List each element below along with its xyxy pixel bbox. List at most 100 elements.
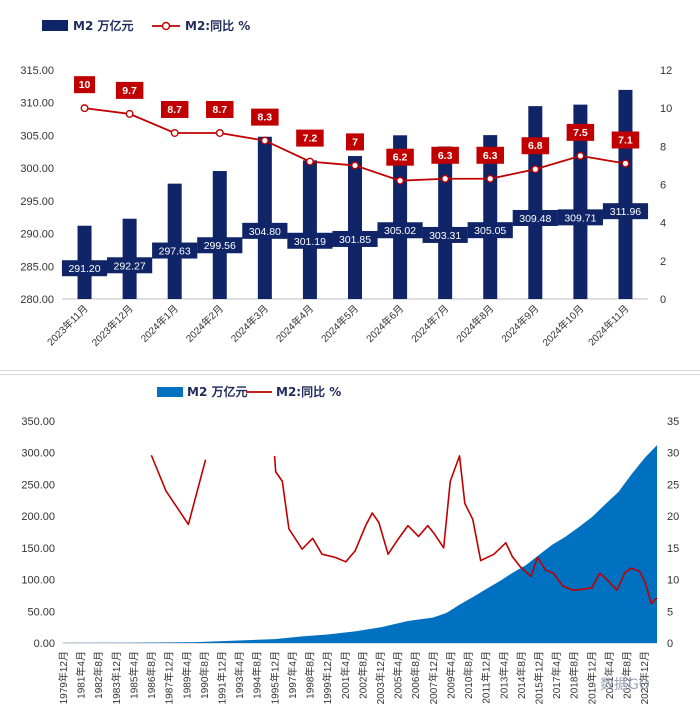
m2-bar <box>167 183 182 299</box>
bottom-x-tick-label: 1998年8月 <box>304 651 317 699</box>
top-left-tick-label: 280.00 <box>20 294 54 306</box>
m2-bar-label-box <box>152 242 198 259</box>
bottom-x-tick-label: 1983年12月 <box>110 651 123 704</box>
bottom-right-tick-label: 15 <box>667 543 679 555</box>
m2-bar-label-box <box>197 237 243 254</box>
m2-bar-label-box <box>377 222 423 239</box>
legend-label-m2-area: M2 万亿元 <box>187 384 247 399</box>
m2-bar <box>348 156 362 299</box>
yoy-label-box <box>386 148 414 166</box>
top-left-tick-label: 310.00 <box>20 98 54 110</box>
yoy-history-line <box>150 454 207 526</box>
bottom-x-tick-label: 1986年8月 <box>145 651 158 699</box>
m2-bar <box>573 104 588 299</box>
top-right-tick-label: 4 <box>660 218 666 230</box>
m2-history-area-line-chart: M2 万亿元 M2:同比 % 0.00 50.00 100.00 150.00 200.… <box>21 384 679 704</box>
m2-bar-label: 304.80 <box>249 226 281 238</box>
bottom-left-tick-label: 350.00 <box>21 416 55 428</box>
bottom-x-tick-label: 2022年8月 <box>621 651 634 699</box>
bottom-x-tick-label: 1981年4月 <box>75 651 88 699</box>
yoy-label-box <box>251 108 279 126</box>
top-x-tick-label: 2024年1月 <box>138 302 181 345</box>
top-left-tick-label: 290.00 <box>20 229 54 241</box>
yoy-point <box>170 128 179 137</box>
m2-bar-label-box <box>557 209 603 226</box>
bottom-x-tick-label: 2015年12月 <box>532 651 545 704</box>
bottom-area-series <box>63 445 657 643</box>
m2-bar-label: 301.85 <box>339 234 371 246</box>
bottom-x-tick-label: 2005年4月 <box>392 651 405 699</box>
bottom-x-tick-label: 2011年12月 <box>480 651 493 704</box>
yoy-point <box>531 165 540 174</box>
bottom-legend: M2 万亿元 M2:同比 % <box>157 384 341 399</box>
yoy-label-box <box>431 146 459 164</box>
bottom-right-tick-label: 30 <box>667 448 679 460</box>
top-right-tick-label: 12 <box>660 65 672 77</box>
m2-bar-label-box <box>512 209 558 226</box>
bottom-left-tick-label: 100.00 <box>21 575 55 587</box>
bottom-x-tick-label: 1979年12月 <box>57 651 70 704</box>
top-x-tick-label: 2023年11月 <box>44 302 90 348</box>
yoy-label: 8.7 <box>212 104 227 116</box>
m2-bar-label-box <box>61 260 108 277</box>
top-right-tick-label: 6 <box>660 180 666 192</box>
legend-label-m2: M2 万亿元 <box>73 18 133 33</box>
top-x-axis-labels: 2023年11月 2023年12月 2024年1月 2024年2月 2024年3月 202… <box>44 302 631 349</box>
bottom-x-tick-label: 2013年4月 <box>497 651 510 699</box>
bottom-x-tick-label: 1985年4月 <box>127 651 140 699</box>
m2-bar <box>438 146 453 299</box>
bottom-right-tick-label: 10 <box>667 575 679 587</box>
m2-bar-label-box <box>107 257 153 274</box>
top-x-tick-label: 2024年6月 <box>363 302 406 345</box>
m2-bar <box>257 136 272 299</box>
m2-bar-label: 309.48 <box>519 213 551 225</box>
top-right-axis: 0 2 4 6 8 10 12 <box>660 65 672 306</box>
bottom-line-series <box>150 454 658 605</box>
bottom-chart-panel: M2 万亿元 M2:同比 % 0.00 50.00 100.00 150.00 200.… <box>0 374 700 713</box>
bottom-left-tick-label: 250.00 <box>21 479 55 491</box>
top-bar-series: 291.20 292.27 297.63 299.56 304.80 301.19 301.… <box>61 89 649 299</box>
yoy-label: 8.3 <box>258 112 273 124</box>
m2-bar-label-box <box>332 230 378 247</box>
m2-bar <box>618 89 633 299</box>
bottom-left-tick-label: 300.00 <box>21 448 55 460</box>
yoy-label: 7.5 <box>573 127 588 139</box>
yoy-point <box>441 174 450 183</box>
top-chart-panel: M2 万亿元 M2:同比 % 280.00 285.00 290.00 295.00 3… <box>0 18 700 371</box>
bottom-x-tick-label: 1989年4月 <box>180 651 193 699</box>
m2-bar-label: 292.27 <box>114 260 146 272</box>
yoy-point <box>486 174 495 183</box>
m2-bar-label-box <box>422 226 468 243</box>
bottom-x-tick-label: 2001年4月 <box>339 651 352 699</box>
legend-swatch-m2-bar <box>42 20 68 31</box>
yoy-label: 8.7 <box>167 104 182 116</box>
bottom-x-tick-label: 2021年4月 <box>603 651 616 699</box>
top-line-series: 10 9.7 8.7 8.7 8.3 7.2 7 6.2 6.3 6.3 6.8 7.5 7.1 <box>74 76 640 185</box>
top-left-tick-label: 305.00 <box>20 130 54 142</box>
yoy-label: 7.2 <box>303 133 318 145</box>
legend-swatch-yoy-marker <box>161 21 171 31</box>
bottom-x-tick-label: 2002年8月 <box>356 651 369 699</box>
top-left-tick-label: 285.00 <box>20 261 54 273</box>
bottom-x-tick-label: 1987年12月 <box>163 651 176 704</box>
m2-bar <box>393 135 408 299</box>
m2-bar-label-box <box>287 232 333 249</box>
top-x-tick-label: 2024年8月 <box>453 302 496 345</box>
yoy-label-box <box>160 100 189 118</box>
top-right-tick-label: 2 <box>660 256 666 268</box>
m2-bar-label: 309.71 <box>564 212 596 224</box>
bottom-right-tick-label: 5 <box>667 606 673 618</box>
yoy-label: 9.7 <box>122 85 137 97</box>
top-left-tick-label: 295.00 <box>20 196 54 208</box>
bottom-right-tick-label: 0 <box>667 638 673 650</box>
bottom-x-tick-label: 2007年12月 <box>427 651 440 704</box>
yoy-label-box <box>115 81 144 99</box>
m2-bar-label: 291.20 <box>68 263 100 275</box>
top-right-tick-label: 8 <box>660 141 666 153</box>
m2-bar-label: 301.19 <box>294 236 326 248</box>
yoy-point <box>215 128 224 137</box>
m2-bar-label-box <box>242 222 288 239</box>
yoy-point <box>260 136 269 145</box>
yoy-label: 6.2 <box>393 152 408 164</box>
bottom-x-tick-label: 2014年8月 <box>515 651 528 699</box>
